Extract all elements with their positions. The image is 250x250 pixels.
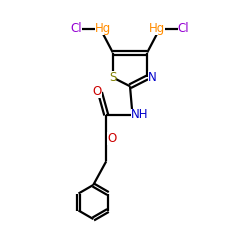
Text: N: N xyxy=(148,71,157,84)
Text: NH: NH xyxy=(131,108,149,122)
Text: S: S xyxy=(109,71,116,84)
Text: O: O xyxy=(92,85,102,98)
Text: Cl: Cl xyxy=(178,22,189,35)
Text: O: O xyxy=(107,132,117,145)
Text: Cl: Cl xyxy=(71,22,82,35)
Text: Hg: Hg xyxy=(95,22,112,35)
Text: Hg: Hg xyxy=(148,22,165,35)
